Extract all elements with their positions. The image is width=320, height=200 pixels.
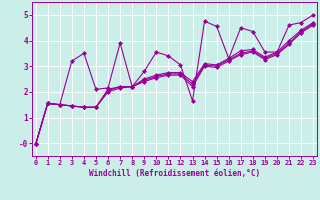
X-axis label: Windchill (Refroidissement éolien,°C): Windchill (Refroidissement éolien,°C) bbox=[89, 169, 260, 178]
